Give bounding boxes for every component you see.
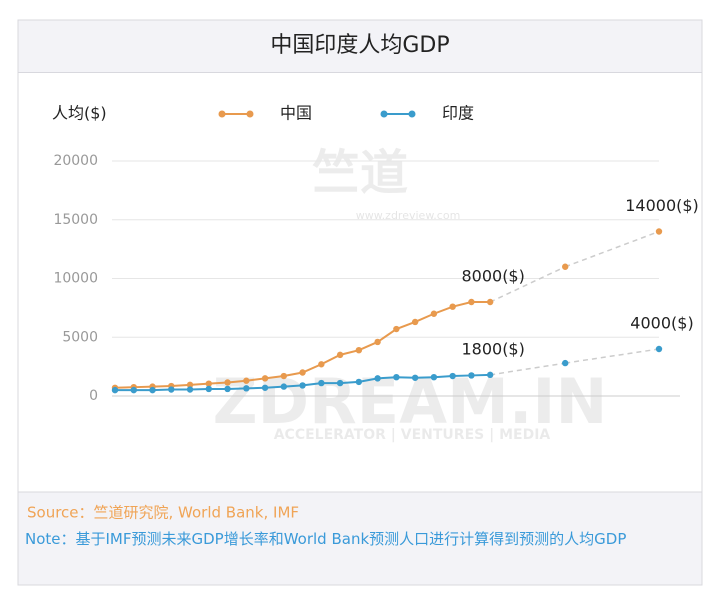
y-tick-label: 20000: [53, 153, 98, 169]
point: [168, 386, 175, 393]
point: [374, 375, 381, 382]
point: [468, 298, 475, 306]
chart-title: 中国印度人均GDP: [270, 33, 449, 58]
watermark: 竺道: [312, 145, 408, 201]
point: [186, 381, 194, 389]
point: [318, 379, 325, 387]
point: [299, 369, 306, 376]
y-tick-label: 0: [89, 388, 98, 404]
point: [336, 351, 344, 359]
legend-marker: [246, 110, 254, 118]
watermark: www.zdreview.com: [356, 209, 461, 222]
legend-marker: [218, 110, 226, 118]
point: [318, 361, 325, 368]
point: [562, 359, 569, 367]
frame: [17, 19, 703, 586]
point: [261, 375, 269, 382]
point: [280, 383, 288, 390]
note-box: Note：基于IMF预测未来GDP增长率和World Bank预测人口进行计算得…: [25, 530, 627, 548]
point: [186, 386, 194, 393]
point: [562, 263, 569, 270]
y-tick-label: 10000: [53, 271, 98, 287]
legend-marker: [380, 110, 388, 118]
point: [468, 372, 475, 379]
point: [205, 385, 212, 393]
projection-line: [564, 230, 660, 268]
point: [336, 379, 344, 387]
point: [261, 384, 269, 391]
data-label: 14000($): [625, 196, 699, 215]
projection-line: [489, 266, 566, 303]
point: [280, 372, 288, 380]
note: Note：基于IMF预测未来GDP增长率和World Bank预测人口进行计算得…: [25, 530, 627, 548]
y-tick-label: 5000: [62, 329, 98, 345]
projection-line: [565, 348, 660, 364]
point: [243, 377, 250, 384]
point: [449, 372, 456, 380]
point: [224, 385, 231, 393]
data-label: 1800($): [461, 339, 524, 358]
point: [411, 318, 419, 326]
point: [149, 386, 156, 394]
point: [655, 345, 663, 353]
legend-label: 印度: [442, 104, 474, 123]
point: [243, 385, 250, 392]
point: [411, 374, 419, 381]
projection-line: [490, 362, 566, 376]
footer-band: [18, 492, 702, 585]
watermark: ACCELERATOR | VENTURES | MEDIA: [274, 427, 551, 443]
point: [355, 346, 363, 354]
point: [430, 310, 438, 317]
point: [374, 338, 381, 346]
data-label: 4000($): [630, 314, 693, 333]
point: [430, 374, 438, 381]
y-axis-label: 人均($): [52, 104, 107, 123]
title-band: [18, 20, 702, 73]
point: [299, 382, 306, 389]
source: Source：竺道研究院, World Bank, IMF: [27, 504, 299, 522]
legend-marker: [408, 110, 416, 118]
point: [224, 379, 231, 386]
point: [355, 378, 363, 386]
point: [393, 325, 400, 333]
point: [205, 380, 212, 387]
point: [486, 371, 494, 379]
data-label: 8000($): [461, 267, 524, 286]
point: [486, 298, 494, 306]
point: [130, 386, 137, 394]
y-tick-label: 15000: [53, 212, 98, 228]
point: [393, 374, 400, 381]
point: [655, 228, 663, 235]
point: [449, 303, 456, 310]
point: [111, 386, 119, 394]
legend-label: 中国: [280, 104, 312, 123]
